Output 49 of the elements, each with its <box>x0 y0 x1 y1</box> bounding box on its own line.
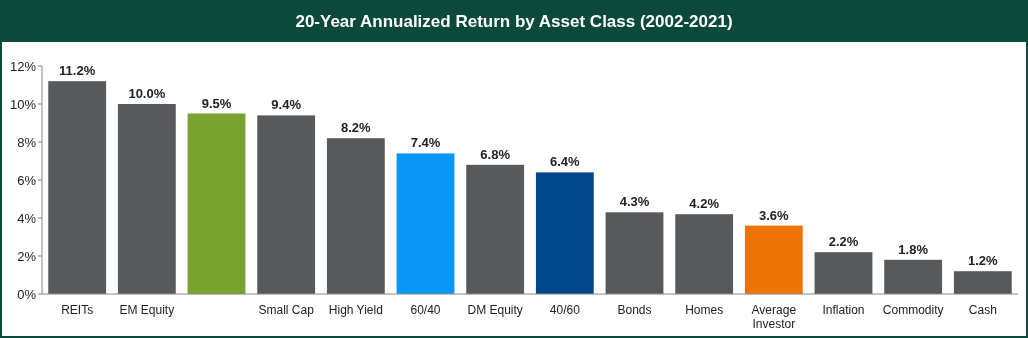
bar <box>396 153 455 294</box>
bar <box>675 214 734 294</box>
data-label: 6.8% <box>480 146 511 162</box>
x-tick-label: Inflation <box>822 303 865 317</box>
y-tick-label: 12% <box>9 58 37 74</box>
y-tick-label: 4% <box>17 210 37 226</box>
x-tick-label: High Yield <box>328 303 383 317</box>
chart-title: 20-Year Annualized Return by Asset Class (2002-2021) <box>295 12 733 31</box>
y-tick-label: 0% <box>17 286 37 302</box>
data-label: 3.6% <box>759 207 790 223</box>
x-tick-label: Commodity <box>882 303 944 317</box>
bar <box>884 259 943 294</box>
data-label: 11.2% <box>59 63 96 79</box>
x-tick-label: DM Equity <box>467 303 523 317</box>
bar <box>605 212 664 294</box>
data-label: 9.4% <box>271 97 302 113</box>
y-tick-label: 8% <box>17 134 37 150</box>
data-label: 8.2% <box>341 120 372 136</box>
x-tick-label: Homes <box>685 303 724 317</box>
bar <box>326 138 385 294</box>
x-tick-label: Cash <box>968 303 997 317</box>
data-label: 2.2% <box>828 234 859 250</box>
x-tick-label: REITs <box>61 303 94 317</box>
data-label: 9.5% <box>201 95 232 111</box>
x-tick-label: Bonds <box>617 303 652 317</box>
data-label: 4.2% <box>689 196 720 212</box>
data-label: 6.4% <box>550 154 581 170</box>
y-tick-label: 6% <box>17 172 37 188</box>
bar <box>814 252 873 294</box>
x-tick-label: 60/40 <box>410 303 441 317</box>
bar <box>953 271 1012 294</box>
bar <box>187 113 246 294</box>
bar <box>117 104 176 294</box>
bar <box>466 164 525 294</box>
data-label: 7.4% <box>410 135 441 151</box>
y-tick-label: 10% <box>9 96 37 112</box>
data-label: 1.8% <box>898 241 929 257</box>
y-tick-label: 2% <box>17 248 37 264</box>
x-tick-label: Small Cap <box>258 303 315 317</box>
x-tick-label: 40/60 <box>549 303 581 317</box>
data-label: 1.2% <box>968 253 999 269</box>
bar <box>48 81 107 294</box>
x-tick-label: EM Equity <box>119 303 175 317</box>
x-tick-label: Average Investor <box>751 303 797 331</box>
bar <box>744 225 803 294</box>
bar <box>257 115 316 294</box>
bar <box>535 172 594 294</box>
data-label: 4.3% <box>619 194 650 210</box>
data-label: 10.0% <box>128 86 166 101</box>
